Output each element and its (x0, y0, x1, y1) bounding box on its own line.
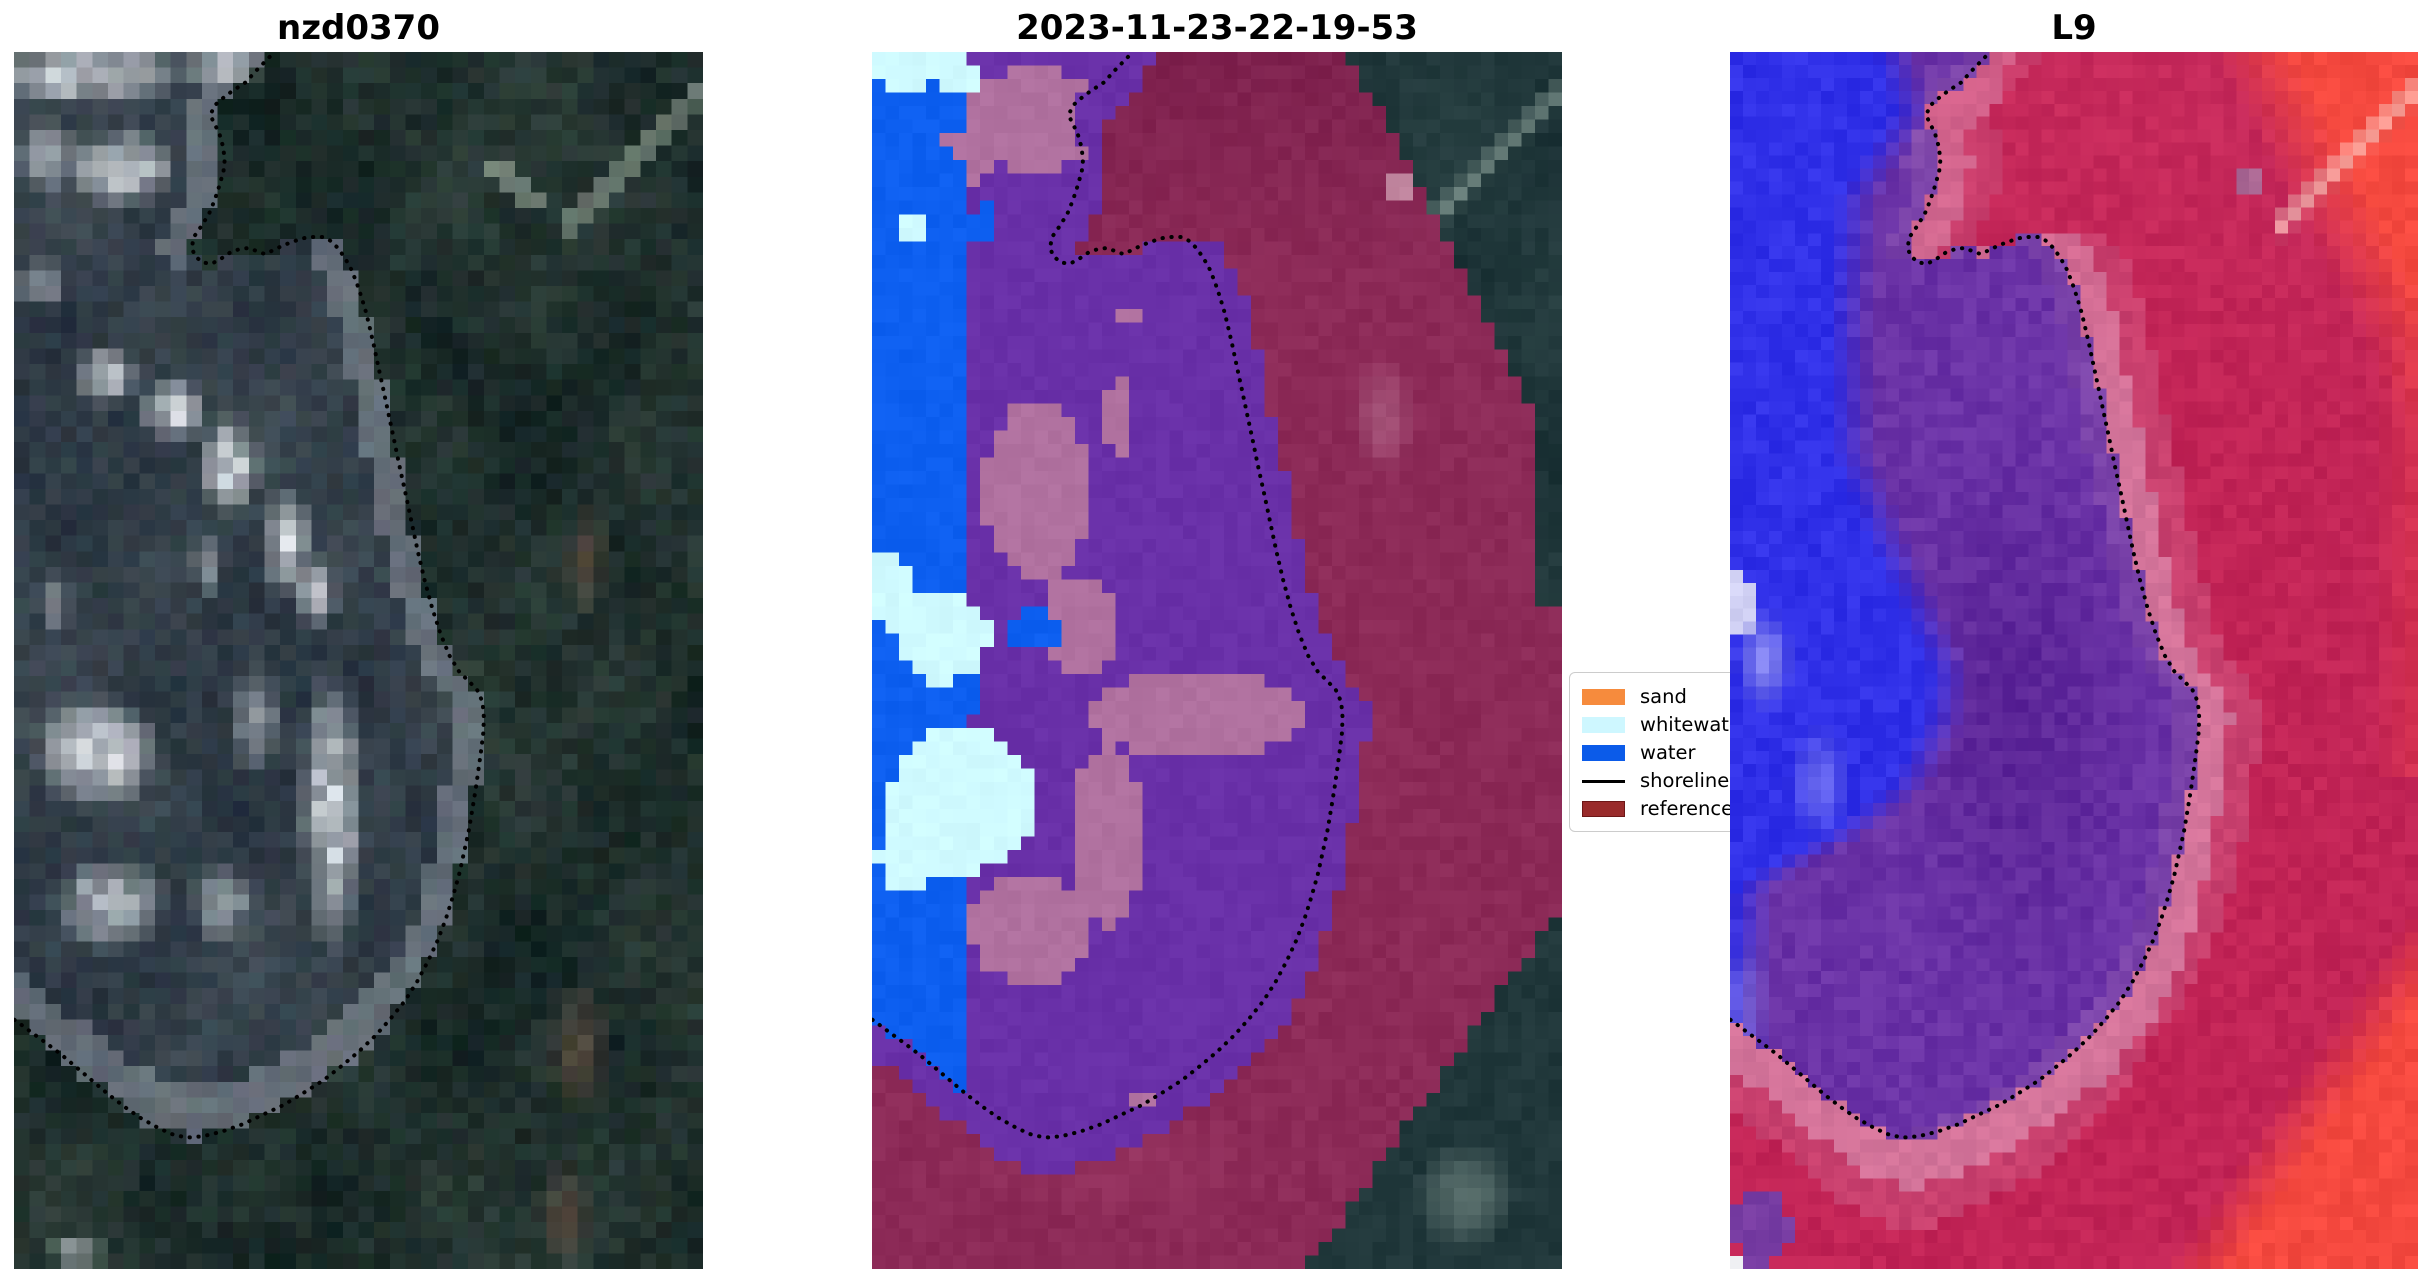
satellite-rgb-image (14, 52, 703, 1269)
legend-item-shoreline: shoreline (1582, 767, 1766, 795)
panel-title-date: 2023-11-23-22-19-53 (1016, 8, 1418, 48)
l9-image-pixels (1730, 52, 2418, 1269)
classified-image-pixels (872, 52, 1562, 1269)
l9-false-color-image (1730, 52, 2418, 1269)
panel-classified: 2023-11-23-22-19-53 (872, 0, 1562, 1269)
water-color-swatch (1582, 745, 1625, 761)
legend-item-sand: sand (1582, 683, 1766, 711)
reference-color-swatch (1582, 801, 1625, 817)
legend-label-water: water (1640, 741, 1696, 764)
legend-item-reference: reference (1582, 795, 1766, 823)
legend-label-reference: reference (1640, 797, 1734, 820)
sand-color-swatch (1582, 689, 1625, 705)
legend-label-whitewater: whitewater (1640, 713, 1749, 736)
legend-label-sand: sand (1640, 685, 1687, 708)
whitewater-color-swatch (1582, 717, 1625, 733)
legend-item-water: water (1582, 739, 1766, 767)
panel-title-satellite: L9 (2051, 8, 2097, 48)
panel-rgb: nzd0370 (14, 0, 703, 1269)
legend-label-shoreline: shoreline (1640, 769, 1730, 792)
classified-image (872, 52, 1562, 1269)
panel-title-site-id: nzd0370 (277, 8, 440, 48)
panel-l9: L9 (1730, 0, 2418, 1269)
rgb-image-pixels (14, 52, 703, 1269)
legend-item-whitewater: whitewater (1582, 711, 1766, 739)
shoreline-line-swatch (1582, 779, 1625, 783)
